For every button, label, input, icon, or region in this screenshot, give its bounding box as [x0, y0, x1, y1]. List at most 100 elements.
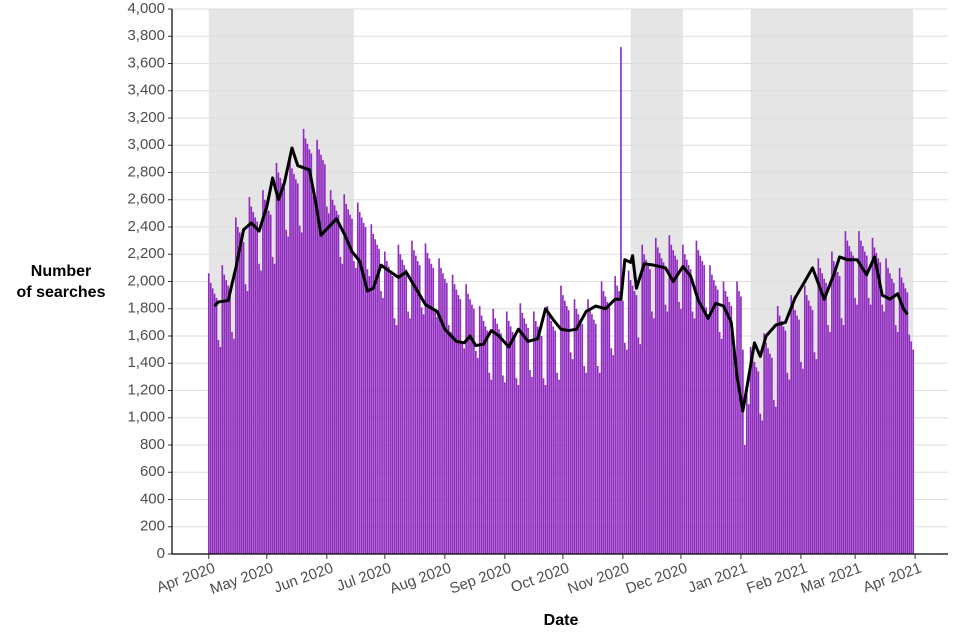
bar — [749, 346, 752, 554]
bar — [235, 217, 237, 554]
bar — [742, 349, 744, 554]
bar — [782, 326, 785, 554]
bar — [860, 240, 862, 554]
bar — [705, 307, 707, 554]
bar — [353, 261, 355, 554]
bar — [407, 311, 409, 554]
bar — [639, 344, 642, 554]
bar — [569, 352, 572, 554]
bar — [418, 265, 421, 554]
bar — [217, 340, 220, 554]
bar — [612, 355, 615, 554]
bar — [384, 251, 386, 554]
bar — [260, 270, 262, 554]
bar — [376, 244, 378, 554]
bar — [716, 289, 719, 554]
bar — [463, 348, 466, 554]
bar — [871, 237, 874, 554]
bar — [554, 330, 556, 554]
y-tick-label: 2,200 — [127, 245, 165, 262]
bar — [223, 274, 226, 554]
bar — [718, 331, 721, 554]
bar — [236, 227, 239, 554]
bar — [331, 199, 334, 554]
bar — [654, 237, 657, 554]
bar — [531, 376, 533, 554]
bar — [360, 217, 363, 554]
bar — [262, 190, 264, 554]
bar — [403, 265, 406, 554]
bar — [240, 237, 243, 554]
bar — [474, 350, 477, 554]
bar — [368, 276, 371, 554]
y-tick-label: 1,200 — [127, 381, 165, 398]
bar — [829, 331, 831, 554]
bar — [840, 318, 843, 554]
bar — [908, 334, 911, 554]
bar — [378, 248, 380, 555]
bar — [869, 304, 872, 554]
bar — [647, 265, 649, 554]
x-tick-label: Apr 2021 — [861, 560, 924, 597]
bar — [906, 292, 909, 554]
bar — [641, 244, 644, 554]
bar — [875, 252, 878, 554]
bar — [614, 276, 616, 554]
bar — [602, 291, 605, 554]
bar — [351, 218, 353, 554]
bar — [515, 378, 518, 554]
bar — [753, 361, 756, 554]
bar — [445, 282, 448, 554]
bar — [413, 250, 415, 554]
bar — [660, 258, 663, 554]
bar — [391, 276, 394, 554]
bar — [436, 316, 438, 554]
bar — [397, 244, 400, 554]
bar — [467, 293, 469, 554]
bar — [887, 267, 889, 554]
bar — [788, 379, 791, 554]
bar — [283, 187, 286, 555]
bar — [478, 306, 481, 554]
x-tick-label: Mar 2021 — [798, 560, 863, 598]
bar — [544, 385, 547, 554]
bar — [587, 299, 589, 554]
bar — [207, 273, 210, 554]
bar — [476, 357, 479, 554]
bar — [776, 306, 779, 554]
bar — [484, 326, 487, 554]
bar — [774, 406, 777, 554]
bar — [844, 231, 847, 554]
bar — [500, 333, 502, 554]
bar — [215, 297, 218, 554]
bar — [604, 296, 607, 554]
bar — [434, 310, 437, 554]
bar — [560, 285, 562, 554]
bar — [631, 285, 634, 554]
bar — [442, 273, 444, 554]
bar — [618, 291, 620, 554]
bar — [571, 359, 574, 554]
bar — [502, 375, 504, 554]
bar — [300, 232, 303, 554]
bar — [349, 214, 351, 555]
bar — [486, 330, 489, 554]
bar — [482, 321, 485, 554]
bar — [498, 329, 500, 554]
bar — [904, 288, 907, 554]
bar — [577, 314, 580, 554]
bar — [382, 297, 384, 554]
bar — [221, 265, 224, 554]
bar — [629, 280, 632, 554]
bar — [558, 379, 560, 554]
bar — [771, 357, 773, 554]
bar — [264, 199, 266, 554]
bar — [695, 240, 698, 554]
bar — [633, 291, 636, 554]
bar — [562, 295, 564, 554]
bar — [507, 321, 510, 554]
bar — [356, 202, 359, 554]
bar — [254, 217, 257, 554]
bar — [751, 356, 754, 554]
